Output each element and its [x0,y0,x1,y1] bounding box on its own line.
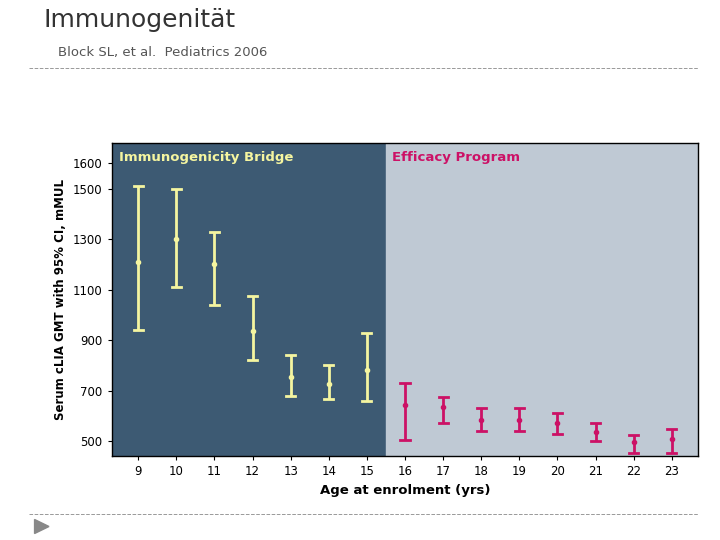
Text: Efficacy Program: Efficacy Program [392,151,520,164]
Bar [386,143,698,456]
Text: Block SL, et al.  Pediatrics 2006: Block SL, et al. Pediatrics 2006 [58,46,267,59]
X-axis label: Age at enrolment (yrs): Age at enrolment (yrs) [320,484,490,497]
Text: Immunogenität: Immunogenität [43,8,235,32]
Bar [112,143,386,456]
Text: Immunogenicity Bridge: Immunogenicity Bridge [120,151,294,164]
Y-axis label: Serum cLIA GMT with 95% CI, mMUL: Serum cLIA GMT with 95% CI, mMUL [54,179,67,420]
